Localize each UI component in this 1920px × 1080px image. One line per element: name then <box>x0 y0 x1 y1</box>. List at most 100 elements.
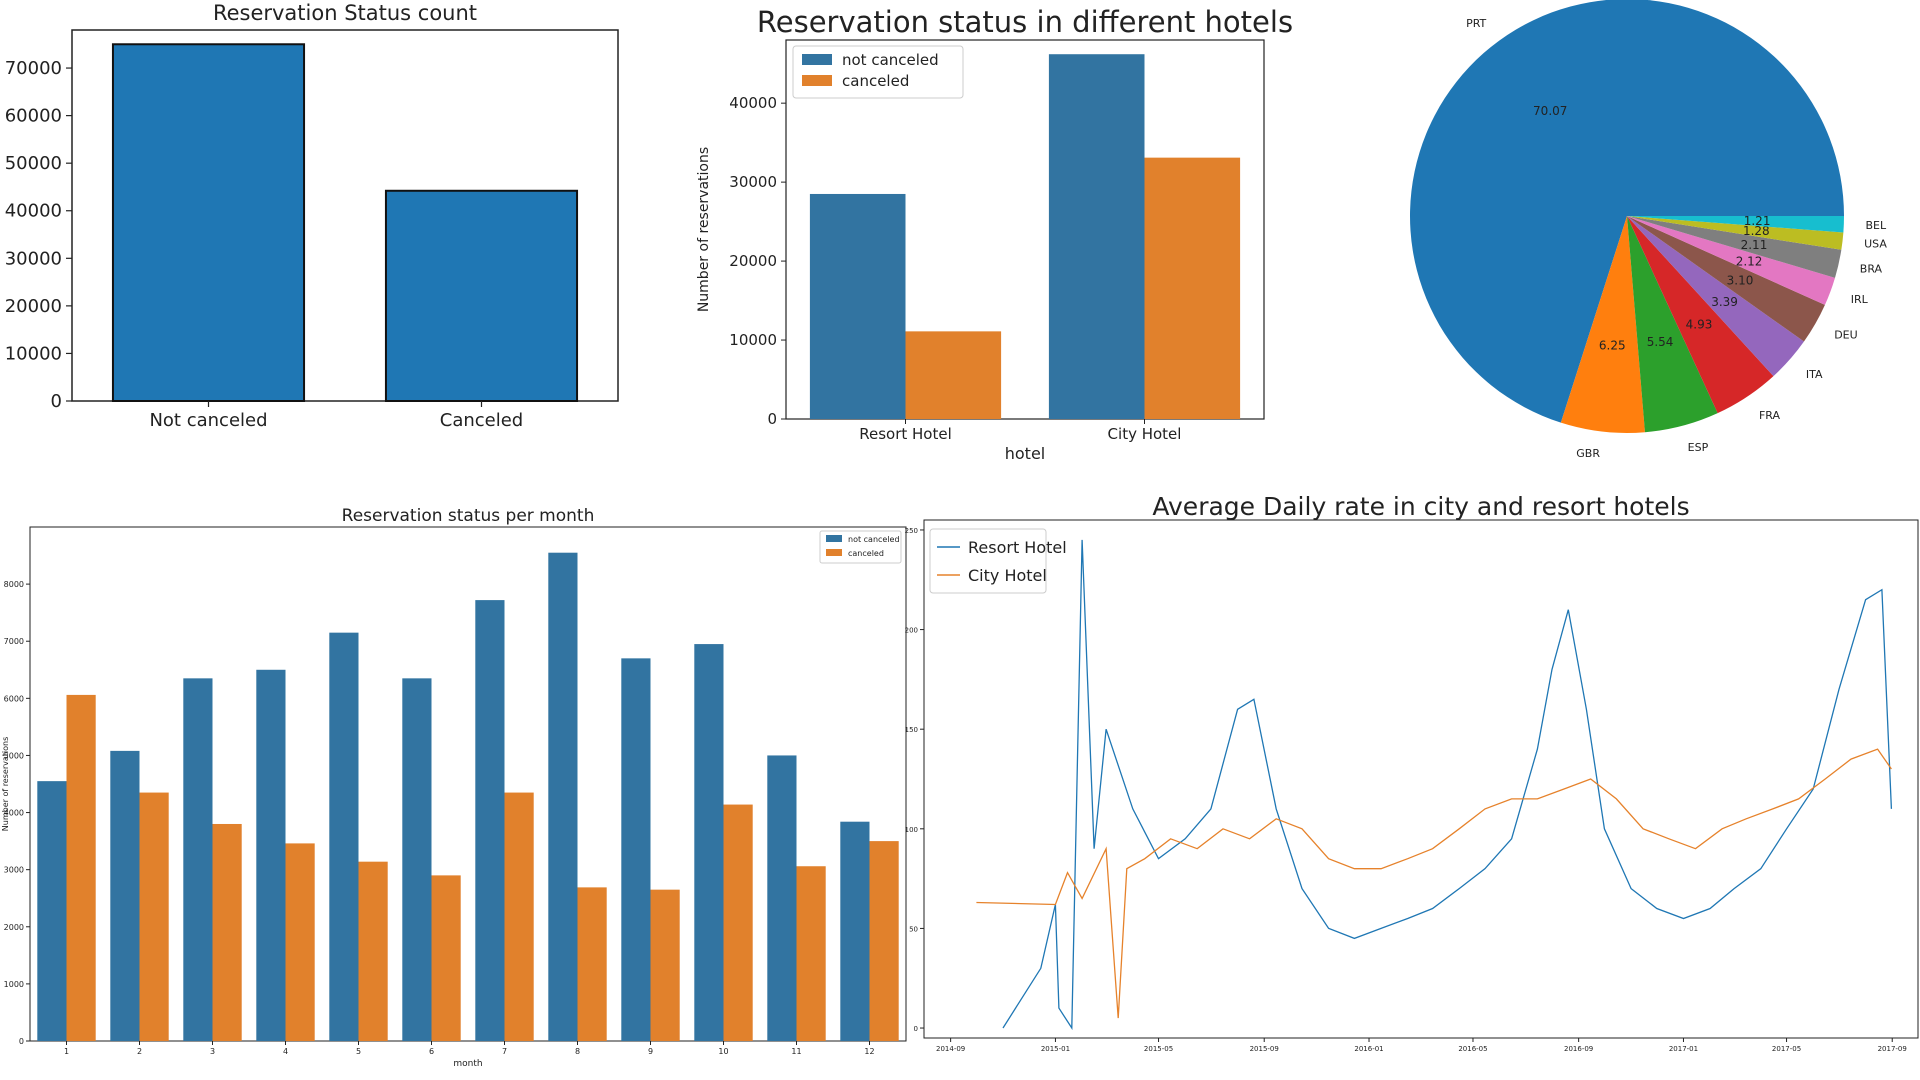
legend-label: Resort Hotel <box>968 538 1067 557</box>
bar <box>329 632 359 1041</box>
bar <box>621 658 651 1041</box>
bar <box>767 755 797 1041</box>
y-tick-label: 200 <box>905 627 918 635</box>
y-tick-label: 0 <box>19 1037 24 1046</box>
plot-frame <box>29 526 907 1042</box>
bar <box>577 887 607 1041</box>
pie-slice <box>1627 216 1835 305</box>
legend-label: City Hotel <box>968 566 1047 585</box>
chart-title: Reservation Status count <box>213 1 477 25</box>
x-tick-label: 1 <box>64 1047 69 1056</box>
y-axis-label: Number of reservations <box>1 737 10 831</box>
pie-label: PRT <box>1466 17 1486 30</box>
y-tick-label: 250 <box>905 527 918 535</box>
x-tick-label: 2016-09 <box>1564 1045 1593 1053</box>
x-tick-label: 9 <box>648 1047 653 1056</box>
y-tick-label: 60000 <box>5 106 62 127</box>
bar <box>475 600 505 1041</box>
legend-label: canceled <box>848 549 884 558</box>
y-tick-label: 150 <box>905 726 918 734</box>
average-daily-rate-line-chart: Average Daily rate in city and resort ho… <box>905 492 1919 1053</box>
y-tick-label: 8000 <box>4 580 24 589</box>
bar <box>139 792 169 1041</box>
x-tick-label: 2 <box>137 1047 142 1056</box>
x-tick-label: 2014-09 <box>936 1045 965 1053</box>
x-tick-label: 6 <box>429 1047 434 1056</box>
pie-label: IRL <box>1851 293 1869 306</box>
pie-value-label: 6.25 <box>1599 338 1626 352</box>
bar <box>650 889 680 1041</box>
x-tick-label: 2017-09 <box>1878 1045 1907 1053</box>
y-tick-label: 0 <box>51 391 62 412</box>
reservation-status-month-chart: Reservation status per month 0 1000 2000 300… <box>1 506 907 1069</box>
bar <box>256 669 286 1041</box>
pie-slice <box>1627 216 1804 377</box>
x-tick-label: 2017-05 <box>1772 1045 1801 1053</box>
x-tick-label: Resort Hotel <box>859 425 952 443</box>
pie-slice <box>1410 0 1844 423</box>
x-tick-label: 2015-01 <box>1041 1045 1070 1053</box>
pie-label: DEU <box>1834 329 1857 342</box>
pie-slice <box>1627 216 1844 250</box>
y-tick-label: 70000 <box>5 58 62 79</box>
pie-slice <box>1627 216 1718 433</box>
pie-label: USA <box>1864 238 1887 251</box>
pie-label: BEL <box>1866 219 1887 232</box>
pie-slice <box>1627 216 1844 233</box>
x-tick-label: 3 <box>210 1047 215 1056</box>
y-tick-label: 0 <box>914 1025 918 1033</box>
x-axis-label: month <box>453 1059 482 1069</box>
x-tick-label: 7 <box>502 1047 507 1056</box>
bar <box>1144 157 1241 419</box>
pie-label: BRA <box>1860 263 1883 276</box>
bar <box>111 43 306 403</box>
y-tick-label: 1000 <box>4 980 24 989</box>
x-tick-label: 5 <box>356 1047 361 1056</box>
bar <box>840 821 870 1041</box>
legend-label: not canceled <box>842 51 939 69</box>
y-tick-label: 0 <box>767 410 777 428</box>
bar <box>212 823 242 1041</box>
y-tick-label: 7000 <box>4 637 24 646</box>
x-tick-label: 10 <box>718 1047 728 1056</box>
x-tick-label: 11 <box>791 1047 801 1056</box>
pie-label: ITA <box>1806 368 1823 381</box>
pie-slice <box>1627 216 1825 342</box>
y-tick-label: 20000 <box>729 252 777 270</box>
legend-label: canceled <box>842 72 909 90</box>
pie-label: ESP <box>1688 441 1709 454</box>
x-tick-label: City Hotel <box>1108 425 1182 443</box>
x-tick-label: Canceled <box>440 410 523 431</box>
y-tick-label: 100 <box>905 826 918 834</box>
bar <box>402 678 432 1041</box>
legend-label: not canceled <box>848 535 900 544</box>
reservation-status-hotels-chart: Reservation status in different hotels 0 1… <box>696 5 1293 463</box>
x-axis-label: hotel <box>1005 444 1046 463</box>
series-line <box>1002 539 1893 1031</box>
bar <box>809 193 906 419</box>
bar <box>384 189 579 402</box>
bar <box>1048 54 1145 420</box>
x-tick-label: 12 <box>864 1047 874 1056</box>
bar <box>905 331 1002 419</box>
pie-value-label: 1.21 <box>1744 214 1771 228</box>
x-tick-label: 8 <box>575 1047 580 1056</box>
y-tick-label: 20000 <box>5 296 62 317</box>
y-axis-label: Number of reservations <box>696 147 712 312</box>
bar <box>358 861 388 1041</box>
legend-box <box>792 45 964 99</box>
plot-frame <box>71 29 619 402</box>
x-tick-label: 2017-01 <box>1669 1045 1698 1053</box>
bar <box>110 750 140 1041</box>
pie-value-label: 70.07 <box>1533 104 1567 118</box>
y-tick-label: 4000 <box>4 809 24 818</box>
pie-value-label: 2.12 <box>1736 254 1763 268</box>
y-tick-label: 2000 <box>4 923 24 932</box>
chart-title: Average Daily rate in city and resort ho… <box>1152 492 1689 521</box>
country-share-pie-chart: PRT 70.07 GBR 6.25 ESP 5.54 FRA 4.93 ITA 3.39 DEU 3… <box>1410 0 1887 460</box>
pie-label: GBR <box>1576 447 1600 460</box>
bar <box>431 875 461 1041</box>
plot-frame <box>785 39 1265 420</box>
x-tick-label: Not canceled <box>149 410 267 431</box>
pie-value-label: 5.54 <box>1647 335 1674 349</box>
